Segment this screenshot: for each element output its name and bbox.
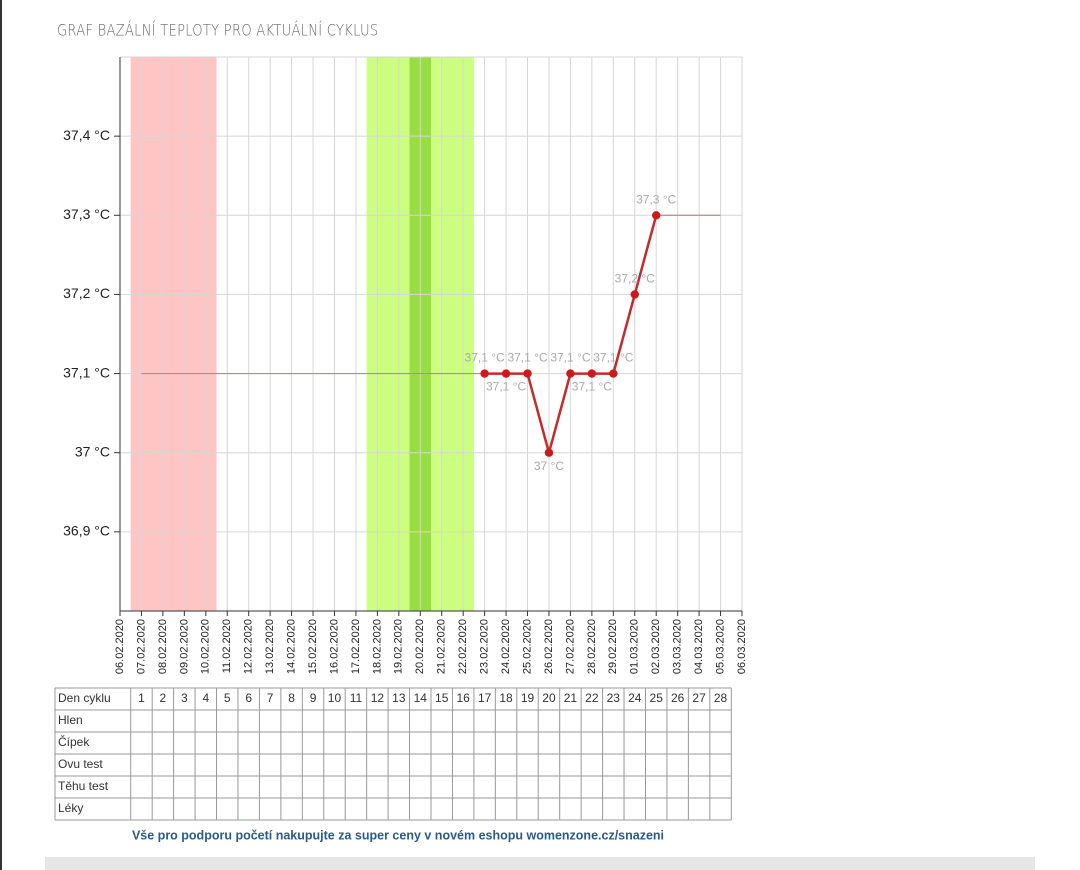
value-label: 37,1 °C — [507, 351, 547, 365]
x-tick-label: 02.03.2020 — [650, 619, 662, 674]
temperature-point — [501, 369, 511, 378]
table-day: 27 — [692, 691, 706, 705]
table-day: 4 — [202, 691, 209, 705]
table-day: 25 — [650, 691, 664, 705]
temperature-line — [141, 214, 721, 375]
table-row-label: Léky — [58, 801, 83, 815]
x-tick-label: 21.02.2020 — [436, 619, 448, 674]
y-tick-label: 37,1 °C — [63, 364, 110, 380]
x-tick-label: 06.03.2020 — [736, 619, 748, 674]
table-day: 12 — [371, 691, 385, 705]
table-row-label: Ovu test — [58, 757, 103, 771]
value-label: 37,1 °C — [465, 351, 505, 365]
value-label: 37,3 °C — [636, 192, 676, 206]
table-day: 11 — [350, 691, 363, 705]
x-tick-label: 16.02.2020 — [328, 619, 340, 674]
page-border — [0, 0, 2, 870]
chart-title: GRAF BAZÁLNÍ TEPLOTY PRO AKTUÁLNÍ CYKLUS — [57, 20, 378, 40]
table-row-label: Hlen — [58, 713, 83, 727]
x-tick-label: 15.02.2020 — [307, 619, 319, 674]
table-day: 3 — [181, 691, 188, 705]
x-tick-label: 28.02.2020 — [586, 619, 598, 674]
y-tick-label: 37,4 °C — [63, 127, 110, 143]
value-label: 37,1 °C — [572, 380, 612, 394]
x-tick-label: 04.03.2020 — [693, 619, 705, 674]
fertility-band — [130, 57, 217, 611]
footer-bar — [45, 857, 1035, 870]
x-tick-label: 07.02.2020 — [135, 619, 147, 674]
x-tick-label: 05.03.2020 — [714, 619, 726, 674]
table-day: 14 — [414, 691, 428, 705]
x-tick-label: 22.02.2020 — [457, 619, 469, 674]
table-day: 15 — [435, 691, 449, 705]
x-tick-label: 26.02.2020 — [543, 619, 555, 674]
x-tick-label: 03.03.2020 — [672, 619, 684, 674]
table-day: 28 — [714, 691, 728, 705]
temperature-point — [652, 211, 661, 220]
table-header-label: Den cyklu — [58, 691, 111, 705]
x-tick-label: 20.02.2020 — [414, 619, 426, 674]
x-tick-label: 27.02.2020 — [564, 619, 576, 674]
table-day: 20 — [542, 691, 556, 705]
table-day: 5 — [224, 691, 231, 705]
table-day: 17 — [478, 691, 492, 705]
x-tick-label: 19.02.2020 — [393, 619, 405, 674]
table-day: 8 — [288, 691, 295, 705]
x-tick-label: 06.02.2020 — [114, 619, 126, 674]
x-tick-label: 11.02.2020 — [221, 619, 233, 673]
x-tick-label: 13.02.2020 — [264, 619, 276, 674]
table-day: 6 — [245, 691, 252, 705]
value-label: 37,2 °C — [615, 272, 655, 286]
x-tick-label: 10.02.2020 — [200, 619, 212, 674]
y-tick-label: 37,2 °C — [63, 285, 110, 301]
x-tick-label: 09.02.2020 — [178, 619, 190, 674]
table-day: 13 — [392, 691, 406, 705]
value-label: 37 °C — [534, 459, 564, 473]
table-day: 7 — [267, 691, 274, 705]
x-tick-label: 25.02.2020 — [521, 619, 533, 674]
temperature-point — [630, 290, 639, 299]
x-tick-label: 01.03.2020 — [629, 619, 641, 674]
x-tick-label: 18.02.2020 — [371, 619, 383, 674]
x-tick-label: 12.02.2020 — [243, 619, 255, 674]
footer-link[interactable]: Vše pro podporu početí nakupujte za supe… — [132, 828, 664, 842]
table-row-label: Těhu test — [58, 779, 109, 793]
table-day: 10 — [328, 691, 342, 705]
table-day: 16 — [456, 691, 470, 705]
x-tick-label: 29.02.2020 — [607, 619, 619, 674]
x-tick-label: 17.02.2020 — [350, 619, 362, 674]
temperature-point — [587, 369, 597, 378]
x-tick-label: 23.02.2020 — [479, 619, 491, 674]
table-day: 1 — [138, 691, 145, 705]
x-tick-label: 24.02.2020 — [500, 619, 512, 674]
y-tick-label: 36,9 °C — [63, 523, 110, 539]
y-tick-label: 37 °C — [75, 443, 110, 459]
temperature-point — [480, 369, 489, 378]
table-day: 18 — [499, 691, 513, 705]
temperature-point — [609, 369, 618, 378]
value-label: 37,1 °C — [593, 351, 633, 365]
x-tick-label: 08.02.2020 — [157, 619, 169, 674]
table-day: 19 — [521, 691, 535, 705]
table-day: 9 — [310, 691, 317, 705]
table-row-label: Čípek — [58, 734, 90, 749]
x-tick-label: 14.02.2020 — [285, 619, 297, 674]
temperature-point — [544, 448, 554, 457]
table-day: 21 — [564, 691, 578, 705]
temperature-point — [566, 369, 575, 378]
table-day: 23 — [607, 691, 621, 705]
table-day: 22 — [585, 691, 599, 705]
value-label: 37,1 °C — [550, 351, 590, 365]
y-tick-label: 37,3 °C — [63, 206, 110, 222]
table-day: 24 — [628, 691, 642, 705]
table-day: 2 — [160, 691, 167, 705]
table-day: 26 — [671, 691, 685, 705]
temperature-point — [523, 369, 532, 378]
value-label: 37,1 °C — [486, 380, 526, 394]
